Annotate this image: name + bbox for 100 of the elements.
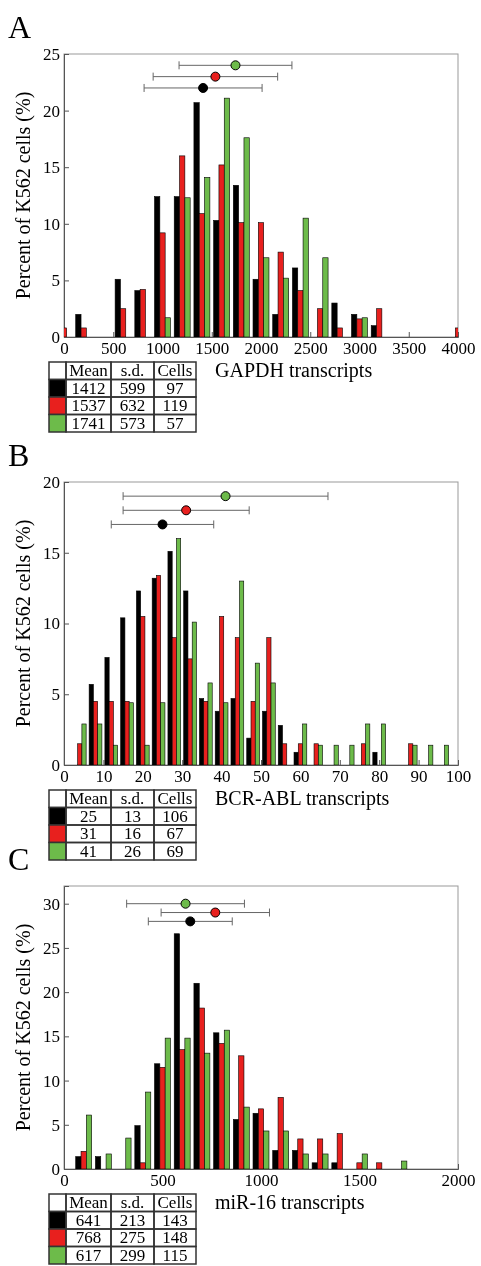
point [210,907,221,918]
bar [207,682,213,765]
y-tick-label: 20 [43,983,60,1003]
bar [381,723,386,765]
bar [120,617,126,765]
bar [277,725,283,765]
bar [349,744,355,765]
bar [134,1125,141,1169]
x-tick-label: 500 [150,1171,176,1191]
x-tick-label: 100 [445,767,472,787]
y-tick-label: 25 [43,938,60,958]
bar [428,744,434,765]
bar [266,637,272,765]
text: 148 [162,1228,188,1247]
text: 573 [119,413,146,433]
bar [333,744,339,765]
bar [317,744,323,765]
bar [193,102,200,337]
text: 143 [162,1210,188,1230]
y-tick-label: 25 [43,44,60,64]
chart-title: C [8,841,30,877]
x-tick-label: 1500 [195,339,230,359]
point [180,898,191,909]
point [181,505,192,516]
text: s.d. [120,1193,145,1212]
y-axis-title: Percent of K562 cells (%) [12,923,35,1132]
x-tick-label: 80 [371,767,389,787]
text: Mean [69,361,109,380]
y-tick-label: 15 [43,1027,60,1047]
text: 641 [75,1210,102,1230]
text: 25 [80,806,97,826]
y-tick-label: 30 [43,894,60,914]
text: 617 [75,1245,102,1265]
text: s.d. [120,789,145,808]
bar [444,744,449,765]
bar [191,621,197,765]
bar [128,702,134,765]
text: 106 [162,806,188,826]
text: 1741 [71,413,106,433]
x-tick-label: 1000 [146,339,180,359]
x-tick-label: 60 [292,767,310,787]
text: 16 [124,824,141,843]
bar [254,662,260,765]
y-tick-label: 10 [43,614,60,634]
text: 57 [166,413,184,433]
x-tick-label: 500 [101,339,127,359]
x-tick-label: 90 [410,767,428,787]
text: Cells [157,1193,193,1212]
y-tick-label: 10 [43,1071,60,1091]
chart-title: B [8,437,30,473]
x-tick-label: 30 [174,767,192,787]
bar [313,743,319,765]
text: s.d. [120,361,145,380]
text: 632 [119,396,146,415]
y-tick-label: 15 [43,158,60,178]
bar [105,1153,112,1169]
text: 13 [124,806,141,826]
bar [376,1162,383,1169]
bar [302,723,308,765]
text: Mean [69,789,109,808]
x-axis-title: BCR-ABL transcripts [215,787,390,810]
y-tick-label: 20 [43,472,60,492]
bar [219,616,225,765]
y-axis-title: Percent of K562 cells (%) [12,519,35,728]
x-tick-label: 1000 [244,1171,279,1191]
text: Mean [69,1193,109,1212]
point [157,519,168,530]
bar [125,1137,132,1169]
text: 275 [119,1228,146,1247]
text: 213 [119,1210,146,1230]
x-tick-label: 3000 [343,339,377,359]
point [220,491,231,502]
bar [292,267,299,337]
bar [176,538,181,765]
x-tick-label: 40 [213,767,231,787]
x-tick-label: 2500 [293,339,328,359]
x-tick-label: 2000 [441,1171,476,1191]
bar [173,933,180,1169]
text: 31 [80,824,97,843]
bar [412,744,418,765]
y-axis-title: Percent of K562 cells (%) [12,91,35,300]
bar [239,580,245,765]
chart-title: A [8,9,32,45]
y-tick-label: 5 [51,685,60,705]
text: 69 [166,841,184,861]
text: 67 [166,824,184,843]
point [185,916,196,927]
bar [365,723,371,765]
text: 115 [162,1245,188,1265]
bar [183,590,189,765]
x-tick-label: 4000 [441,339,476,359]
x-tick-label: 1500 [343,1171,377,1191]
text: 26 [124,841,141,861]
x-axis-title: GAPDH transcripts [215,359,373,382]
bar [401,1160,408,1169]
text: 599 [119,378,146,398]
y-tick-label: 5 [51,1115,60,1135]
text: Cells [157,789,193,808]
x-tick-label: 20 [134,767,152,787]
text: 1412 [71,378,106,398]
